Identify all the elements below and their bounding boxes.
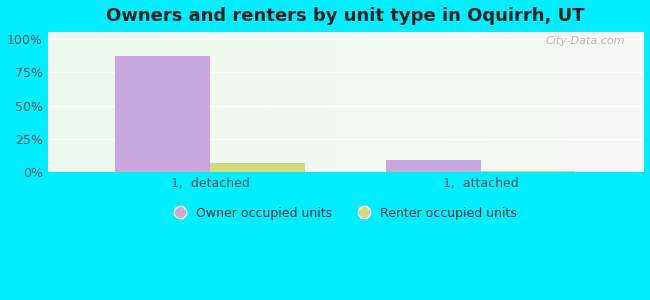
Bar: [481, 171, 575, 172]
Bar: [210, 163, 305, 172]
Bar: [386, 160, 481, 172]
Title: Owners and renters by unit type in Oquirrh, UT: Owners and renters by unit type in Oquir…: [106, 7, 584, 25]
Bar: [115, 56, 210, 172]
Legend: Owner occupied units, Renter occupied units: Owner occupied units, Renter occupied un…: [169, 202, 522, 225]
Text: City-Data.com: City-Data.com: [546, 36, 625, 46]
